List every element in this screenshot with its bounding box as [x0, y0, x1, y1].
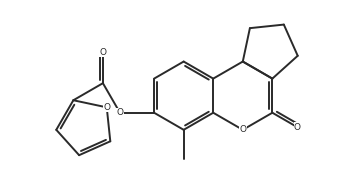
Text: O: O	[99, 48, 107, 57]
Text: O: O	[116, 108, 124, 117]
Text: O: O	[294, 123, 301, 132]
Text: O: O	[103, 103, 110, 112]
Text: O: O	[239, 125, 246, 134]
